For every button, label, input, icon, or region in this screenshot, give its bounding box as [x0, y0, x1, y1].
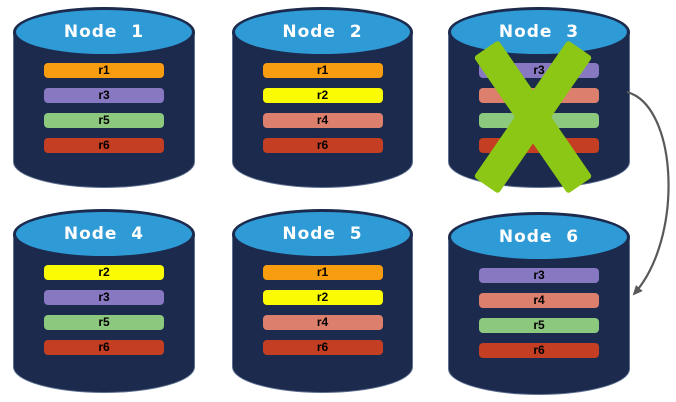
node-2: Node 2 r1 r2 r4 r6 — [232, 7, 413, 188]
replica-bar: r2 — [262, 290, 383, 305]
node-title: Node 6 — [498, 227, 580, 247]
cylinder-body — [232, 234, 413, 393]
replica-list: r2 r3 r5 r6 — [13, 265, 195, 365]
replica-label: r1 — [316, 63, 329, 77]
node-title: Node 2 — [282, 22, 363, 42]
replica-label: r2 — [98, 265, 110, 279]
replica-bar: r2 — [262, 88, 383, 103]
node-1: Node 1 r1 r3 r5 r6 — [13, 7, 195, 188]
replica-list: r1 r2 r4 r6 — [232, 265, 413, 365]
replica-label: r1 — [316, 265, 329, 279]
replica-bar: r6 — [479, 343, 599, 358]
cylinder-body — [13, 32, 195, 188]
replica-list: r1 r2 r4 r6 — [232, 63, 413, 163]
replica-bar: r3 — [479, 268, 599, 283]
replica-list: r3 r4 r5 r6 — [448, 268, 630, 368]
replica-label: r5 — [533, 318, 545, 332]
replica-bar: r5 — [479, 318, 599, 333]
node-6: Node 6 r3 r4 r5 r6 — [448, 212, 630, 395]
replica-label: r5 — [98, 315, 110, 329]
replica-bar: r2 — [44, 265, 164, 280]
replica-label: r1 — [98, 63, 110, 77]
cylinder-top: Node 6 — [448, 212, 630, 262]
cylinder-top: Node 2 — [232, 7, 413, 57]
replica-bar: r4 — [479, 293, 599, 308]
replica-bar: r3 — [44, 88, 164, 103]
replica-bar: r5 — [44, 315, 164, 330]
cylinder-body — [232, 32, 413, 188]
replica-label: r3 — [98, 290, 110, 304]
node-title: Node 3 — [498, 22, 580, 42]
replica-bar: r4 — [262, 113, 383, 128]
replica-label: r3 — [98, 88, 110, 102]
replica-list: r1 r3 r5 r6 — [13, 63, 195, 163]
replica-bar: r6 — [44, 340, 164, 355]
cylinder-top: Node 3 — [448, 7, 630, 57]
replica-label: r3 — [533, 63, 545, 77]
replica-label: r6 — [533, 343, 545, 357]
node-4: Node 4 r2 r3 r5 r6 — [13, 209, 195, 393]
node-5: Node 5 r1 r2 r4 r6 — [232, 209, 413, 393]
replica-label: r2 — [316, 290, 329, 304]
replica-bar: r1 — [262, 265, 383, 280]
replica-label: r6 — [98, 340, 110, 354]
replica-bar: r1 — [44, 63, 164, 78]
cylinder-top: Node 1 — [13, 7, 195, 57]
replica-bar: r6 — [44, 138, 164, 153]
node-title: Node 1 — [63, 22, 145, 42]
replica-label: r6 — [316, 340, 329, 354]
cylinder-body — [448, 237, 630, 395]
replica-bar: r6 — [262, 138, 383, 153]
replica-label: r6 — [316, 138, 329, 152]
replica-label: r4 — [533, 293, 545, 307]
cylinder-top: Node 4 — [13, 209, 195, 259]
replica-bar: r4 — [262, 315, 383, 330]
replica-bar: r6 — [262, 340, 383, 355]
node-3: Node 3 r3 — [448, 7, 630, 194]
replica-label: r6 — [98, 138, 110, 152]
cylinder-top: Node 5 — [232, 209, 413, 259]
replica-bar: r3 — [44, 290, 164, 305]
replica-label: r4 — [316, 113, 329, 127]
replica-label: r3 — [533, 268, 545, 282]
replica-bar: r5 — [44, 113, 164, 128]
replica-label: r2 — [316, 88, 329, 102]
replica-label: r4 — [316, 315, 329, 329]
node-title: Node 4 — [63, 224, 145, 244]
arrow-curve — [626, 90, 670, 296]
replica-label: r5 — [98, 113, 110, 127]
replica-bar: r1 — [262, 63, 383, 78]
node-title: Node 5 — [282, 224, 363, 244]
